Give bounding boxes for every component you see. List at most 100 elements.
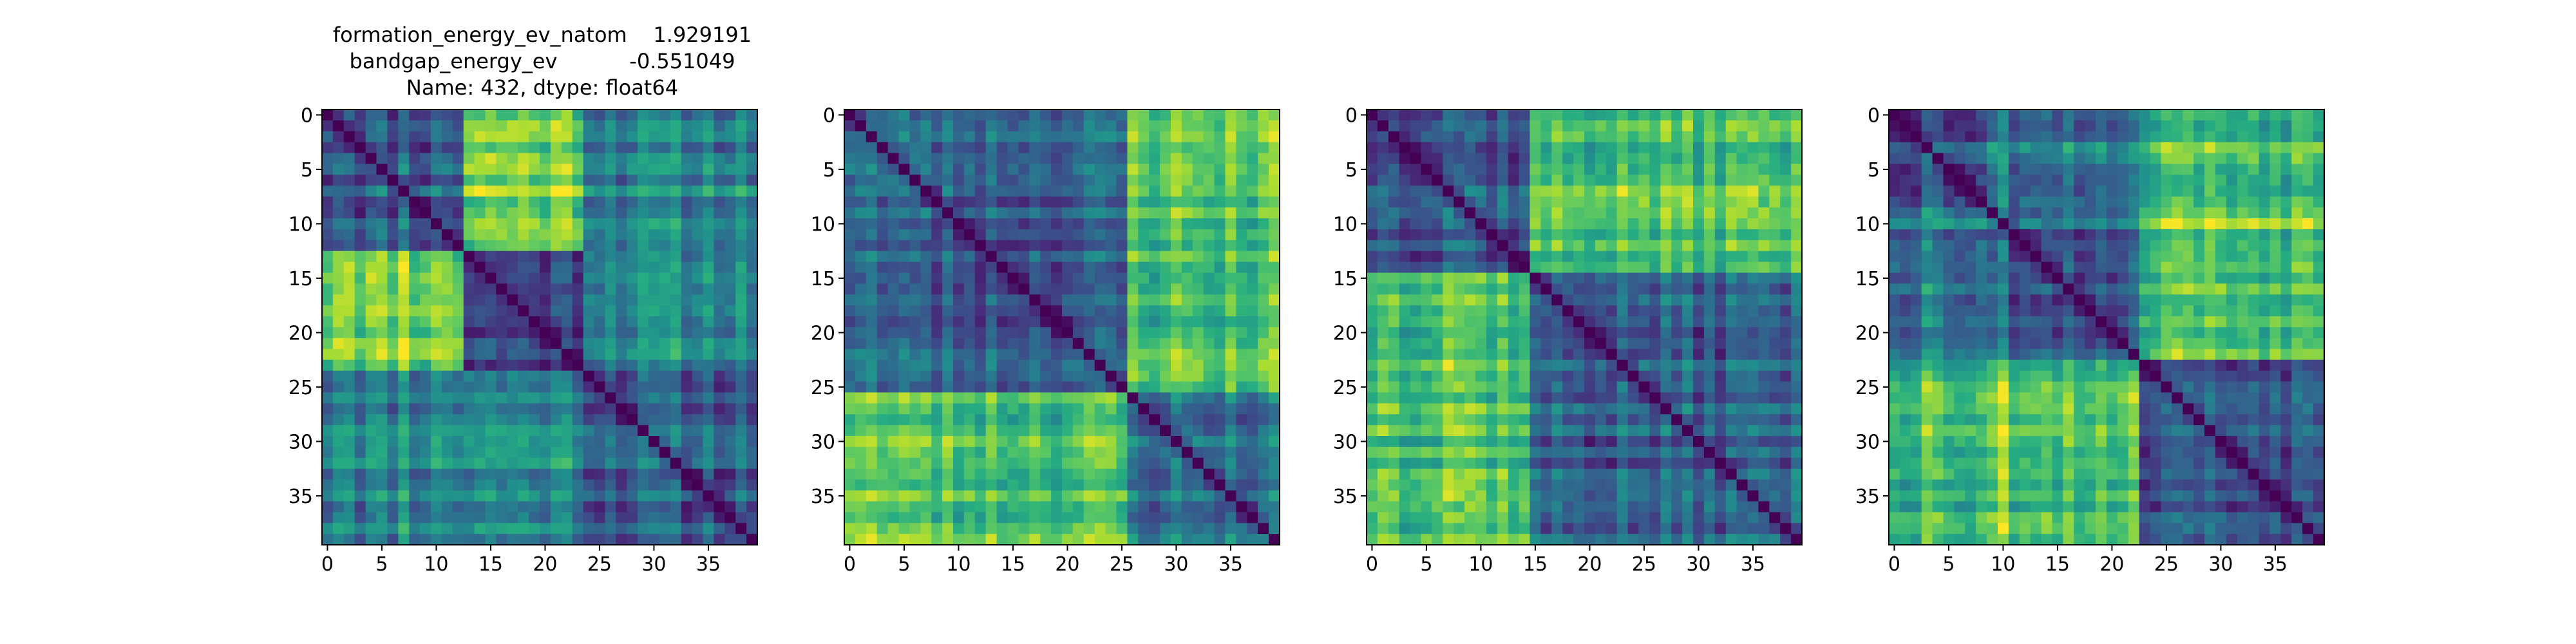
heatmap-cell: [1475, 512, 1487, 524]
heatmap-cell: [572, 272, 584, 284]
heatmap-cell: [322, 490, 334, 502]
heatmap-cell: [996, 109, 1009, 121]
heatmap-cell: [1627, 305, 1640, 317]
heatmap-cell: [638, 251, 649, 263]
heatmap-cell: [1160, 251, 1171, 263]
heatmap-cell: [1432, 109, 1443, 121]
heatmap-cell: [1214, 512, 1226, 524]
heatmap-cell: [1497, 196, 1509, 208]
heatmap-cell: [420, 294, 431, 306]
heatmap-cell: [398, 185, 410, 197]
heatmap-cell: [332, 185, 345, 197]
heatmap-cell: [550, 109, 562, 121]
heatmap-cell: [561, 120, 573, 132]
heatmap-cell: [409, 392, 421, 404]
heatmap-cell: [1149, 501, 1160, 513]
y-tick-label: 0: [1345, 104, 1358, 127]
heatmap-cell: [844, 251, 856, 263]
heatmap-cell: [963, 185, 976, 197]
heatmap-cell: [507, 370, 518, 383]
heatmap-cell: [474, 327, 486, 339]
heatmap-cell: [1410, 337, 1422, 350]
heatmap-cell: [2313, 120, 2325, 132]
heatmap-cell: [1127, 457, 1139, 469]
heatmap-cell: [1454, 218, 1465, 230]
heatmap-cell: [1203, 512, 1215, 524]
heatmap-cell: [1040, 501, 1052, 513]
heatmap-cell: [898, 218, 910, 230]
heatmap-cell: [1551, 294, 1563, 306]
heatmap-cell: [1051, 534, 1063, 545]
heatmap-cell: [996, 142, 1009, 154]
heatmap-cell: [1791, 457, 1803, 469]
heatmap-cell: [1497, 337, 1509, 350]
heatmap-cell: [985, 131, 998, 143]
heatmap-cell: [1258, 479, 1269, 491]
heatmap-cell: [1595, 414, 1607, 426]
heatmap-cell: [1682, 261, 1694, 274]
heatmap-cell: [1551, 164, 1563, 175]
heatmap-cell: [942, 185, 954, 197]
heatmap-cell: [898, 403, 910, 415]
heatmap-cell: [594, 207, 605, 219]
heatmap-cell: [441, 468, 453, 480]
heatmap-cell: [1214, 164, 1226, 175]
heatmap-cell: [1508, 164, 1520, 175]
heatmap-cell: [681, 501, 693, 513]
heatmap-cell: [1616, 153, 1629, 165]
heatmap-cell: [1138, 436, 1150, 448]
heatmap-cell: [1627, 120, 1640, 132]
heatmap-cell: [1627, 175, 1640, 186]
heatmap-cell: [431, 305, 442, 317]
heatmap-cell: [931, 294, 943, 306]
heatmap-cell: [1094, 457, 1106, 469]
heatmap-cell: [1649, 109, 1661, 121]
heatmap-cell: [1454, 185, 1465, 197]
heatmap-cell: [1214, 207, 1226, 219]
heatmap-cell: [953, 229, 965, 241]
heatmap-cell: [376, 327, 388, 339]
heatmap-cell: [572, 218, 584, 230]
heatmap-cell: [1638, 523, 1650, 535]
heatmap-cell: [942, 446, 954, 459]
heatmap-cell: [529, 294, 540, 306]
heatmap-cell: [1921, 109, 1933, 121]
heatmap-cell: [1225, 185, 1236, 197]
heatmap-cell: [898, 261, 910, 274]
heatmap-cell: [1171, 175, 1182, 186]
heatmap-cell: [1475, 305, 1487, 317]
heatmap-cell: [1138, 218, 1150, 230]
heatmap-cell: [572, 446, 584, 459]
heatmap-cell: [1693, 392, 1705, 404]
heatmap-cell: [746, 207, 758, 219]
heatmap-cell: [1181, 337, 1193, 350]
heatmap-cell: [441, 501, 453, 513]
heatmap-cell: [1149, 479, 1160, 491]
heatmap-cell: [1584, 164, 1596, 175]
heatmap-cell: [1214, 523, 1226, 535]
heatmap-cell: [387, 207, 399, 219]
heatmap-cell: [931, 414, 943, 426]
heatmap-cell: [1421, 109, 1432, 121]
heatmap-cell: [876, 403, 889, 415]
heatmap-cell: [1530, 196, 1541, 208]
heatmap-cell: [343, 359, 355, 372]
heatmap-cell: [1758, 479, 1770, 491]
heatmap-cell: [452, 261, 464, 274]
heatmap-cell: [996, 348, 1009, 361]
heatmap-cell: [1464, 370, 1476, 383]
heatmap-cell: [1736, 196, 1748, 208]
heatmap-cell: [1040, 316, 1052, 328]
heatmap-cell: [681, 479, 693, 491]
heatmap-cell: [540, 446, 551, 459]
heatmap-cell: [1965, 109, 1976, 121]
heatmap-cell: [1932, 131, 1944, 143]
heatmap-cell: [920, 316, 932, 328]
heatmap-cell: [1258, 392, 1269, 404]
heatmap-cell: [1367, 403, 1378, 415]
heatmap-cell: [376, 381, 388, 393]
heatmap-cell: [714, 327, 725, 339]
heatmap-cell: [594, 175, 605, 186]
heatmap-cell: [2052, 120, 2063, 132]
heatmap-cell: [942, 283, 954, 295]
